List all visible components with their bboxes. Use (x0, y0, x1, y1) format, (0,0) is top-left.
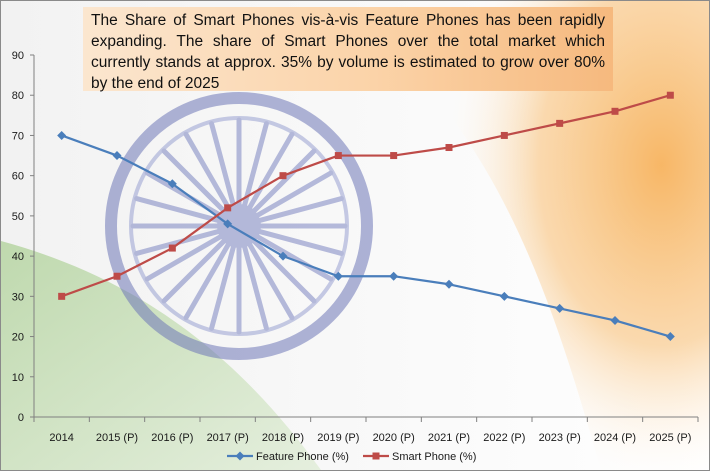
data-point (223, 219, 233, 229)
data-point (389, 271, 399, 281)
y-tick-label: 30 (12, 291, 24, 303)
x-tick-label: 2023 (P) (539, 432, 581, 444)
legend-item: Smart Phone (%) (363, 451, 476, 463)
data-point (168, 244, 176, 252)
series-feature-phone (57, 130, 675, 342)
y-tick-label: 90 (12, 50, 24, 62)
data-point (390, 152, 398, 160)
x-tick-label: 2016 (P) (151, 432, 193, 444)
y-tick-label: 20 (12, 332, 24, 344)
x-tick-label: 2014 (49, 432, 73, 444)
legend-marker (235, 451, 245, 461)
data-point (445, 144, 453, 152)
data-point (555, 303, 565, 313)
data-point (444, 279, 454, 289)
y-tick-label: 80 (12, 90, 24, 102)
data-point (500, 131, 508, 139)
data-point (610, 315, 620, 325)
legend-label: Feature Phone (%) (256, 451, 349, 463)
y-tick-label: 0 (18, 412, 24, 424)
x-tick-label: 2015 (P) (96, 432, 138, 444)
x-tick-label: 2018 (P) (262, 432, 304, 444)
data-point (334, 152, 342, 160)
data-point (333, 271, 343, 281)
series-line (61, 134, 671, 338)
data-point (224, 204, 232, 212)
series-smart-phone (58, 91, 674, 300)
y-tick-label: 50 (12, 211, 24, 223)
x-tick-label: 2021 (P) (428, 432, 470, 444)
legend-item: Feature Phone (%) (227, 451, 349, 463)
data-point (611, 107, 619, 115)
x-tick-label: 2025 (P) (649, 432, 691, 444)
y-tick-label: 10 (12, 372, 24, 384)
x-tick-label: 2024 (P) (594, 432, 636, 444)
data-point (167, 179, 177, 189)
data-point (665, 332, 675, 342)
data-point (113, 272, 121, 280)
series-line (61, 94, 671, 298)
data-point (278, 251, 288, 261)
x-tick-label: 2019 (P) (317, 432, 359, 444)
data-point (57, 130, 67, 140)
data-point (556, 119, 564, 127)
y-tick-label: 70 (12, 130, 24, 142)
data-point (666, 91, 674, 99)
legend-marker (372, 452, 380, 460)
data-point (112, 151, 122, 161)
x-tick-label: 2022 (P) (483, 432, 525, 444)
legend-label: Smart Phone (%) (392, 451, 476, 463)
data-point (279, 172, 287, 180)
data-point (58, 292, 66, 300)
x-tick-label: 2017 (P) (207, 432, 249, 444)
y-tick-label: 60 (12, 171, 24, 183)
data-point (499, 291, 509, 301)
x-tick-label: 2020 (P) (373, 432, 415, 444)
annotation-textbox: The Share of Smart Phones vis-à-vis Feat… (83, 7, 613, 92)
chakra-wheel (105, 92, 373, 360)
y-tick-label: 40 (12, 251, 24, 263)
